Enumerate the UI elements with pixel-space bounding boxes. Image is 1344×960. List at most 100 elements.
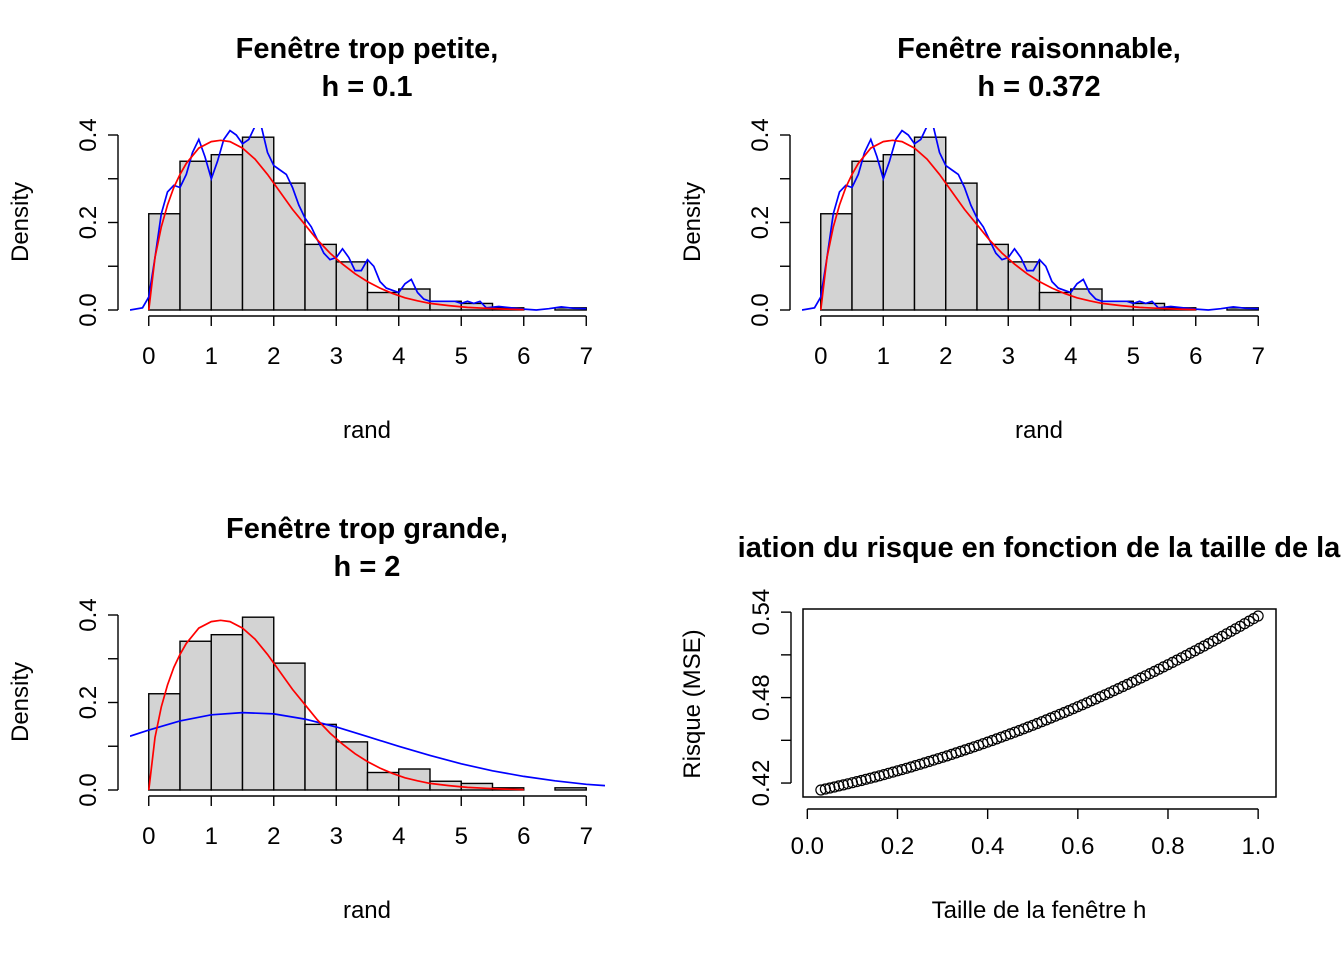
x-tick-label: 3 (330, 343, 343, 370)
x-tick-label: 6 (517, 823, 530, 850)
density-curves (802, 128, 1259, 311)
histogram-bars (148, 616, 587, 791)
histogram-bar (148, 693, 181, 791)
histogram-bar (304, 243, 337, 311)
x-tick-label: 6 (1189, 343, 1202, 370)
risk-scatter-panel: iation du risque en fonction de la taill… (679, 532, 1341, 924)
true-density-curve (819, 139, 1196, 311)
chart-title-line2: h = 0.1 (321, 71, 412, 103)
x-tick-label: 2 (267, 343, 280, 370)
histogram-bar (148, 213, 181, 311)
histogram-bar (241, 136, 275, 311)
x-tick-label: 3 (1002, 343, 1015, 370)
histogram-bar (210, 153, 244, 311)
chart-title: iation du risque en fonction de la taill… (738, 532, 1342, 564)
histogram-panel-large-bandwidth: Fenêtre trop grande, h = 2 Density rand … (7, 513, 605, 924)
x-tick-label: 0 (142, 823, 155, 850)
y-axis-label: Density (679, 182, 706, 262)
x-tick-label: 0 (142, 343, 155, 370)
risk-points (815, 610, 1264, 796)
x-tick-label: 0.6 (1061, 833, 1094, 860)
x-tick-label: 6 (517, 343, 530, 370)
histogram-bar (851, 160, 884, 311)
y-axis-label: Density (7, 182, 34, 262)
x-tick-label: 1 (205, 343, 218, 370)
x-tick-label: 5 (455, 823, 468, 850)
x-tick-label: 7 (1252, 343, 1265, 370)
plot-box (802, 608, 1277, 798)
y-tick-label: 0.4 (75, 118, 102, 151)
chart-title-line2: h = 0.372 (977, 71, 1100, 103)
y-tick-label: 0.42 (748, 760, 775, 807)
x-axis-label: rand (343, 897, 391, 924)
histogram-bar (913, 136, 947, 311)
y-tick-label: 0.4 (747, 118, 774, 151)
kde-curve (130, 128, 587, 311)
histogram-bar (273, 182, 306, 311)
chart-title-line1: Fenêtre trop grande, (226, 513, 508, 545)
x-axis-label: rand (343, 417, 391, 444)
density-curves (130, 128, 587, 311)
x-tick-label: 1 (205, 823, 218, 850)
y-axis-label: Risque (MSE) (679, 629, 706, 778)
histogram-bar (335, 741, 369, 791)
true-density-curve (147, 619, 524, 791)
x-tick-label: 5 (1127, 343, 1140, 370)
x-axis-label: Taille de la fenêtre h (932, 897, 1147, 924)
axes: 0 1 2 3 4 5 6 7 0.0 0.2 0.4 (75, 598, 593, 850)
y-tick-label: 0.2 (75, 206, 102, 239)
histogram-bar (366, 771, 400, 791)
histogram-bar (366, 291, 400, 311)
x-tick-label: 5 (455, 343, 468, 370)
x-tick-label: 3 (330, 823, 343, 850)
chart-title-line1: Fenêtre raisonnable, (897, 33, 1181, 65)
x-tick-label: 4 (392, 343, 405, 370)
axes: 0 1 2 3 4 5 6 7 0.0 0.2 0.4 (747, 118, 1265, 370)
x-tick-label: 1 (877, 343, 890, 370)
chart-title-line2: h = 2 (334, 551, 401, 583)
histogram-bar (273, 662, 306, 791)
x-tick-label: 7 (580, 343, 593, 370)
y-tick-label: 0.2 (747, 206, 774, 239)
true-density-curve (147, 139, 524, 311)
histogram-bar (241, 616, 275, 791)
risk-point (1252, 610, 1264, 622)
x-tick-label: 0.0 (791, 833, 824, 860)
x-tick-label: 4 (1064, 343, 1077, 370)
x-tick-label: 2 (267, 823, 280, 850)
x-tick-label: 7 (580, 823, 593, 850)
histogram-bars (820, 136, 1259, 311)
histogram-bar (882, 153, 916, 311)
kde-curve (802, 128, 1259, 311)
kde-curve (130, 711, 605, 787)
histogram-bar (820, 213, 853, 311)
histogram-bar (554, 787, 587, 791)
histogram-bar (1038, 291, 1072, 311)
y-tick-label: 0.48 (748, 674, 775, 721)
y-tick-label: 0.54 (748, 589, 775, 636)
x-tick-label: 2 (939, 343, 952, 370)
chart-title-line1: Fenêtre trop petite, (236, 33, 499, 65)
density-curves (130, 619, 605, 791)
x-tick-label: 1.0 (1241, 833, 1274, 860)
x-tick-label: 0.4 (971, 833, 1004, 860)
axes: 0.0 0.2 0.4 0.6 0.8 1.0 0.42 0.48 0.54 (748, 589, 1275, 860)
y-tick-label: 0.0 (75, 773, 102, 806)
histogram-panel-small-bandwidth: Fenêtre trop petite, h = 0.1 Density ran… (7, 33, 593, 444)
histogram-panel-reasonable-bandwidth: Fenêtre raisonnable, h = 0.372 Density r… (679, 33, 1265, 444)
x-axis-label: rand (1015, 417, 1063, 444)
histogram-bar (945, 182, 978, 311)
x-tick-label: 0 (814, 343, 827, 370)
axes: 0 1 2 3 4 5 6 7 0.0 0.2 0.4 (75, 118, 593, 370)
x-tick-label: 4 (392, 823, 405, 850)
histogram-bar (179, 160, 212, 311)
histogram-bars (148, 136, 587, 311)
x-tick-label: 0.8 (1151, 833, 1184, 860)
y-tick-label: 0.0 (75, 293, 102, 326)
y-axis-label: Density (7, 662, 34, 742)
x-tick-label: 0.2 (881, 833, 914, 860)
y-tick-label: 0.2 (75, 686, 102, 719)
y-tick-label: 0.0 (747, 293, 774, 326)
y-tick-label: 0.4 (75, 598, 102, 631)
